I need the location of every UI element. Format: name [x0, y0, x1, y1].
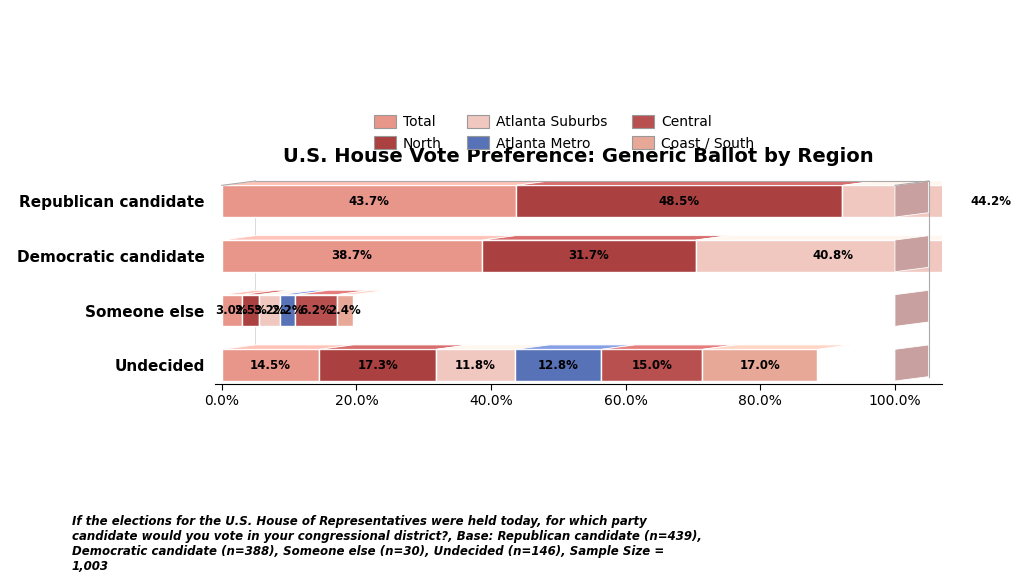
Polygon shape	[482, 236, 729, 240]
Text: 2.2%: 2.2%	[271, 304, 304, 317]
Polygon shape	[895, 345, 929, 381]
Polygon shape	[222, 290, 275, 295]
Polygon shape	[895, 181, 929, 217]
Bar	[222, 240, 482, 272]
Bar	[971, 240, 1024, 272]
Bar	[482, 240, 695, 272]
Polygon shape	[895, 290, 929, 327]
Bar	[601, 349, 702, 381]
Polygon shape	[295, 290, 371, 295]
Bar	[222, 185, 516, 217]
Text: If the elections for the U.S. House of Representatives were held today, for whic: If the elections for the U.S. House of R…	[72, 515, 701, 573]
Polygon shape	[222, 236, 516, 240]
Polygon shape	[281, 290, 329, 295]
Text: 2.4%: 2.4%	[329, 304, 361, 317]
Polygon shape	[436, 345, 549, 349]
Text: 15.0%: 15.0%	[632, 359, 673, 372]
Text: 11.8%: 11.8%	[455, 359, 496, 372]
Text: 3.0%: 3.0%	[216, 304, 248, 317]
Polygon shape	[319, 345, 469, 349]
Text: 38.7%: 38.7%	[332, 249, 373, 262]
Text: 6.2%: 6.2%	[300, 304, 333, 317]
Bar	[259, 295, 281, 327]
Polygon shape	[222, 345, 353, 349]
Polygon shape	[971, 236, 1024, 240]
Polygon shape	[516, 181, 877, 185]
Polygon shape	[702, 345, 851, 349]
Polygon shape	[515, 345, 635, 349]
Bar	[337, 295, 353, 327]
Bar	[843, 185, 1024, 217]
Text: 31.7%: 31.7%	[568, 249, 609, 262]
Text: 17.0%: 17.0%	[739, 359, 780, 372]
Polygon shape	[895, 236, 929, 272]
Text: 3.2%: 3.2%	[253, 304, 286, 317]
Title: U.S. House Vote Preference: Generic Ballot by Region: U.S. House Vote Preference: Generic Ball…	[284, 147, 873, 166]
Bar	[515, 349, 601, 381]
Polygon shape	[695, 236, 1004, 240]
Text: 43.7%: 43.7%	[348, 195, 389, 208]
Text: 2.5%: 2.5%	[234, 304, 267, 317]
Bar	[295, 295, 337, 327]
Polygon shape	[259, 290, 314, 295]
Bar	[319, 349, 436, 381]
Bar	[695, 240, 971, 272]
Text: 14.5%: 14.5%	[250, 359, 291, 372]
Text: 48.5%: 48.5%	[658, 195, 699, 208]
Bar	[436, 349, 515, 381]
Text: 44.2%: 44.2%	[971, 195, 1012, 208]
Bar	[516, 185, 843, 217]
Bar	[702, 349, 817, 381]
Text: 40.8%: 40.8%	[812, 249, 854, 262]
Text: 17.3%: 17.3%	[357, 359, 398, 372]
Legend: Total, North, Atlanta Suburbs, Atlanta Metro, Central, Coast / South: Total, North, Atlanta Suburbs, Atlanta M…	[370, 111, 759, 155]
Text: 12.8%: 12.8%	[538, 359, 579, 372]
Polygon shape	[843, 181, 1024, 185]
Polygon shape	[242, 290, 293, 295]
Polygon shape	[222, 181, 550, 185]
Polygon shape	[601, 345, 736, 349]
Polygon shape	[337, 290, 387, 295]
Bar	[281, 295, 295, 327]
Bar	[222, 295, 242, 327]
Bar	[222, 349, 319, 381]
Bar	[242, 295, 259, 327]
